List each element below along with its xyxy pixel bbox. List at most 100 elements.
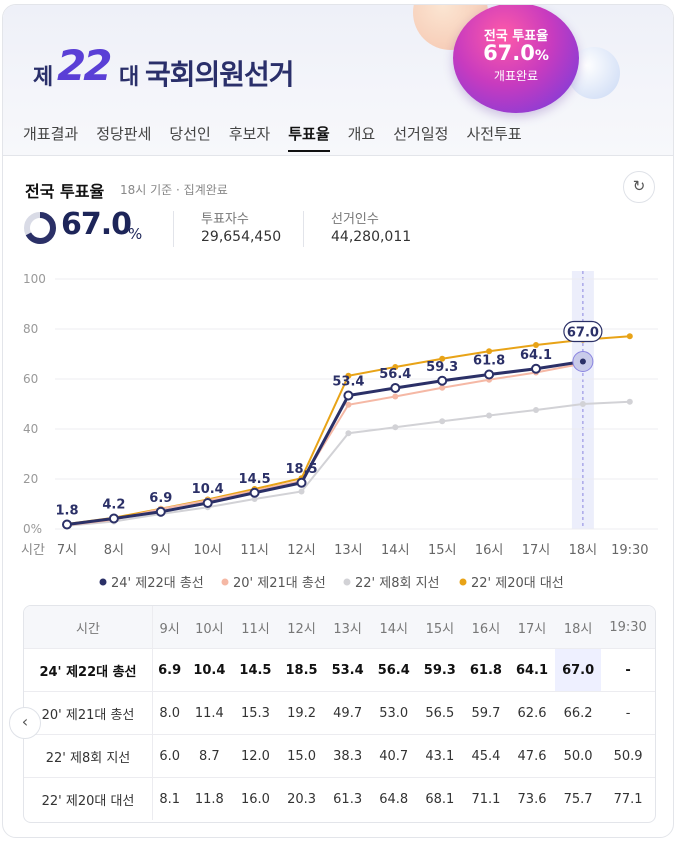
y-tick-label: 80 [23, 322, 38, 336]
table-cell: - [601, 691, 655, 735]
election-header: 제 22 대 국회의원선거 전국 투표율 67.0% 개표완료 개표결과 정당판세… [3, 5, 673, 156]
table-cell: 20.3 [287, 791, 317, 807]
series-point-2 [579, 401, 586, 407]
table-cell: 66.2 [555, 691, 602, 735]
x-tick-label: 8시 [104, 543, 124, 558]
tab-1[interactable]: 정당판세 [96, 125, 152, 143]
table-header-label: 시간 [24, 606, 153, 649]
national-turnout-bubble[interactable]: 전국 투표율 67.0% 개표완료 [453, 5, 579, 113]
series-point-2 [486, 412, 493, 419]
legend-marker [99, 578, 107, 586]
turnout-card: 제 22 대 국회의원선거 전국 투표율 67.0% 개표완료 개표결과 정당판세… [2, 4, 674, 838]
series-point-3 [486, 348, 493, 355]
legend-entry: 20' 제21대 총선 [233, 576, 326, 591]
table-cell: 56.4 [370, 648, 417, 692]
refresh-button[interactable]: ↻ [623, 171, 655, 203]
table-cell: 68.1 [425, 791, 455, 807]
bubble-title: 전국 투표율 [483, 29, 549, 44]
tab-6[interactable]: 선거일정 [393, 125, 449, 143]
table-cell: 16.0 [240, 791, 270, 807]
table-cell: 49.7 [324, 691, 371, 735]
table-cell: 71.1 [471, 791, 501, 807]
x-tick-label: 19:30 [611, 543, 648, 558]
turnout-value: 67.0 [61, 207, 132, 242]
bubble-value: 67.0% [483, 41, 549, 65]
table-cell: - [601, 648, 655, 692]
table-cell: 43.1 [416, 734, 463, 778]
table-column-header: 10시 [186, 606, 233, 649]
table-cell: 12.0 [232, 734, 279, 778]
electors-value: 44,280,011 [331, 229, 412, 245]
series-point-1 [392, 393, 399, 400]
chevron-left-icon: ‹ [21, 712, 29, 731]
table-row-label: 22' 제8회 지선 [24, 734, 153, 778]
data-label: 59.3 [426, 360, 458, 375]
voters-value: 29,654,450 [201, 229, 282, 245]
legend-marker [343, 578, 351, 586]
series-point-0 [437, 375, 448, 386]
table-cell: 40.7 [370, 734, 417, 778]
series-point-0 [579, 358, 586, 365]
table-row-label: 22' 제20대 대선 [24, 777, 153, 820]
series-line-2 [66, 400, 630, 527]
table-column-header: 19:30 [601, 606, 655, 649]
legend-marker [221, 578, 229, 586]
section-subtitle: 18시 기준 · 집계완료 [120, 183, 228, 197]
table-header-row: 시간 9시 10시 11시 12시 13시 14시 15시 16시 17시 18시 19:30 [24, 606, 655, 649]
data-label: 64.1 [520, 348, 552, 363]
x-tick-label: 15시 [428, 543, 457, 558]
series-point-0 [108, 513, 119, 524]
table-cell: 10.4 [186, 648, 233, 692]
x-tick-label: 13시 [334, 543, 363, 558]
y-tick-label: 60 [23, 372, 38, 386]
table-scroll-left-button[interactable]: ‹ [9, 707, 41, 739]
table-cell: 67.0 [555, 648, 602, 692]
tab-7[interactable]: 사전투표 [466, 125, 522, 143]
table-column-header: 13시 [324, 606, 371, 649]
x-tick-label: 7시 [57, 543, 77, 558]
table-cell: 61.3 [333, 791, 363, 807]
x-tick-label: 9시 [151, 543, 171, 558]
electors-label: 선거인수 [331, 212, 379, 227]
table-cell: 56.5 [416, 691, 463, 735]
data-label: 4.2 [102, 498, 125, 513]
table-cell: 14.5 [232, 648, 279, 692]
table-cell: 73.6 [517, 791, 547, 807]
highlight-label-pill [563, 320, 603, 343]
stat-divider [173, 211, 174, 247]
legend-entry: 22' 제8회 지선 [355, 576, 440, 591]
table-cell: 15.3 [232, 691, 279, 735]
x-axis-title: 시간 [21, 543, 45, 558]
series-point-3 [439, 355, 446, 362]
table-column-header: 16시 [462, 606, 509, 649]
table-cell: 8.0 [152, 691, 187, 735]
series-point-0 [202, 498, 213, 508]
tab-4[interactable]: 투표율 [288, 123, 330, 152]
section-title: 전국 투표율 [25, 182, 105, 201]
y-tick-label: 100 [23, 272, 46, 286]
series-point-1 [345, 401, 352, 408]
series-point-0 [484, 369, 495, 380]
tab-5[interactable]: 개요 [347, 125, 376, 143]
tab-0[interactable]: 개표결과 [23, 125, 79, 143]
table-column-header: 12시 [278, 606, 325, 649]
data-label: 14.5 [239, 472, 271, 487]
x-tick-label: 16시 [475, 543, 504, 558]
series-point-3 [392, 364, 399, 370]
table-cell: 11.4 [186, 691, 233, 735]
tab-3[interactable]: 후보자 [228, 125, 271, 143]
tab-2[interactable]: 당선인 [169, 125, 211, 143]
data-label: 56.4 [379, 367, 411, 382]
stat-divider [303, 211, 304, 247]
series-point-0 [390, 383, 401, 393]
logo-title: 국회의원선거 [145, 58, 295, 91]
logo-suffix: 대 [119, 65, 140, 90]
turnout-unit: % [128, 225, 143, 243]
table-row-label: 24' 제22대 총선 [24, 648, 153, 692]
series-point-0 [249, 487, 260, 498]
data-label: 18.5 [285, 462, 317, 477]
data-label: 61.8 [473, 354, 505, 369]
table-cell: 38.3 [324, 734, 371, 778]
x-tick-label: 11시 [240, 543, 269, 558]
table-cell: 6.0 [152, 734, 187, 778]
